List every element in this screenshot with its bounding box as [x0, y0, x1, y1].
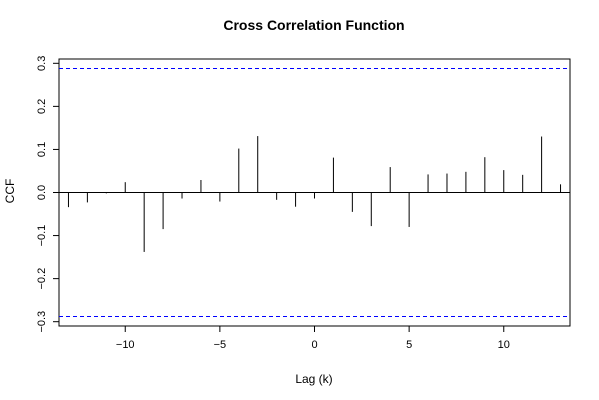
x-tick-label: −10 [116, 339, 135, 351]
x-axis-label: Lag (k) [295, 372, 332, 386]
y-axis: −0.3 −0.2 −0.1 0.0 0.1 0.2 0.3 [36, 56, 59, 333]
y-tick-label: −0.2 [36, 268, 48, 290]
x-tick-label: −5 [214, 339, 227, 351]
y-tick-label: 0.1 [36, 142, 48, 157]
y-tick-label: −0.1 [36, 225, 48, 247]
x-tick-label: 0 [311, 339, 317, 351]
x-axis: −10 −5 0 5 10 [116, 326, 510, 351]
x-tick-label: 10 [498, 339, 510, 351]
plot-marks [59, 67, 570, 318]
y-tick-label: 0.2 [36, 99, 48, 114]
y-axis-label: CCF [3, 179, 17, 204]
x-tick-label: 5 [406, 339, 412, 351]
y-tick-label: 0.3 [36, 56, 48, 71]
y-tick-label: −0.3 [36, 311, 48, 333]
chart-title: Cross Correlation Function [223, 17, 404, 33]
y-tick-label: 0.0 [36, 185, 48, 200]
